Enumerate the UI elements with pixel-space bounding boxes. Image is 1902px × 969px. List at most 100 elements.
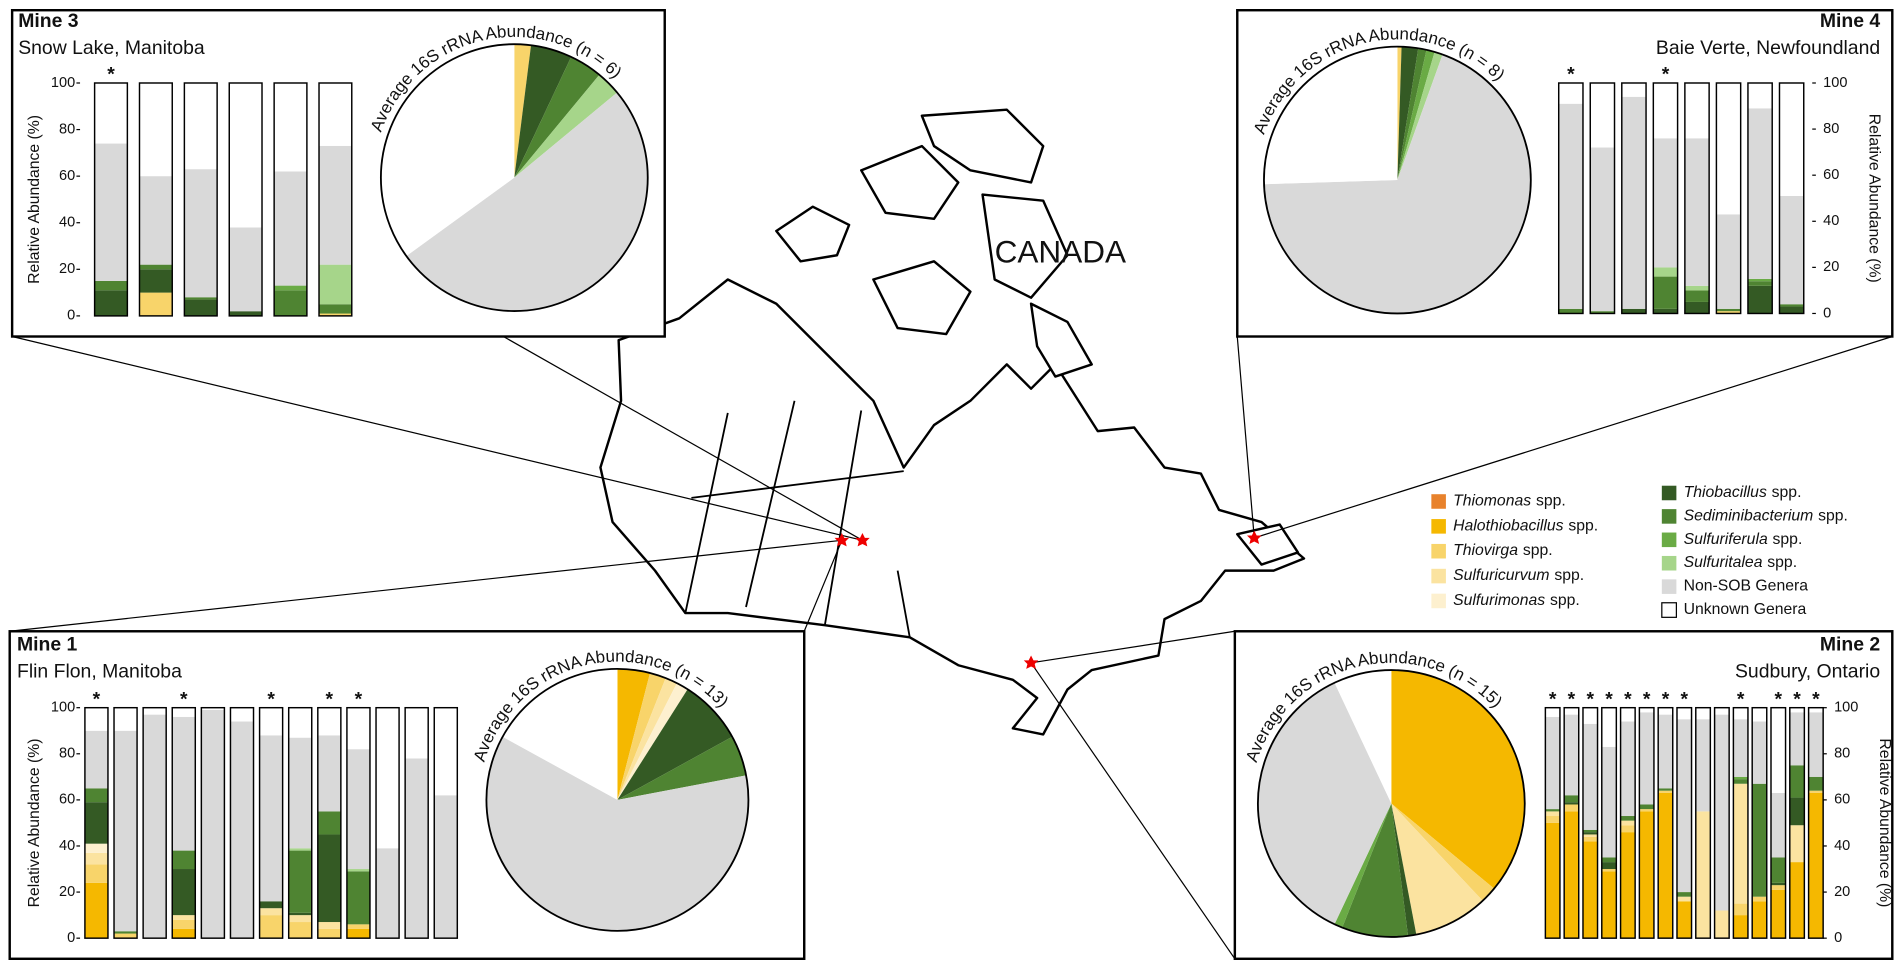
bar-segment [94,143,128,281]
bar-segment [1621,82,1647,97]
pie-slice [1397,46,1402,181]
legend-suffix: spp. [1767,554,1797,571]
bar-segment [172,716,196,851]
bar-segment [1779,304,1804,307]
legend-label: Sulfuritalea spp. [1684,554,1797,571]
bar-segment [1747,281,1773,286]
panel-subtitle: Sudbury, Ontario [1735,660,1880,682]
panel-title: Mine 1 [17,634,78,656]
bar-segment [405,758,429,939]
legend-label: Sulfuricurvum spp. [1453,567,1584,584]
bar-segment [172,919,196,929]
connectors [9,335,1893,960]
bar-segment [114,730,138,932]
bar-segment [1676,896,1692,902]
legend-suffix: spp. [1550,592,1580,609]
y-tick-label: 20 [1823,259,1839,275]
bar-frame [287,706,313,939]
bar-label: * [1549,688,1557,710]
bar-segment [1639,811,1654,939]
pie-slice [406,92,648,312]
bar-segment [346,707,370,750]
bar-segment [288,912,312,916]
bar-segment [1695,811,1711,939]
bar-segment [1808,776,1824,791]
legend-label: Thiovirga spp. [1453,542,1552,559]
bar-segment [1716,82,1741,215]
pie-slice [486,736,749,931]
bar-frame [1732,706,1749,939]
bar-segment [1620,825,1636,833]
panel-title: Mine 2 [1820,634,1880,656]
legend-swatch [1661,555,1677,571]
bar-label: * [93,688,101,710]
bar-frame [1807,706,1824,939]
bar-frame [1695,706,1712,939]
y-tick-label: 20 [59,261,75,277]
bar-segment [1716,311,1741,314]
bar-segment [1752,721,1767,784]
bar-frame [138,82,173,317]
bar-segment [288,737,312,849]
bar-segment [1658,790,1673,793]
bar-segment [1601,862,1617,870]
pie-slice [617,689,733,800]
bar-segment [1747,278,1773,282]
bar-segment [172,928,196,939]
bar-segment [1601,707,1617,747]
pie-outline [1263,45,1532,315]
bar-frame [258,706,284,939]
bar-segment [1545,707,1560,717]
bar-segment [319,313,352,316]
canada-map: CANADA [599,108,1306,736]
bar-label: * [107,64,115,86]
bar-segment [139,269,173,293]
bar-segment [229,82,263,228]
bar-segment [1545,816,1560,823]
panel-title: Mine 4 [1820,10,1881,32]
pie-slice [1397,48,1427,181]
pie-slice [1391,803,1495,901]
bar-segment [1564,811,1579,939]
legend-swatch [1431,568,1446,584]
bar-segment [319,304,352,314]
y-tick-label: 60 [1823,167,1839,183]
bar-segment [1545,716,1560,810]
bar-segment [1590,311,1615,314]
panel-title: Mine 3 [18,10,79,32]
panel-subtitle: Baie Verte, Newfoundland [1656,37,1880,59]
bar-segment [94,82,128,144]
bar-frame [1601,706,1618,939]
y-axis-label: Relative Abundance (%) [1865,114,1882,283]
mine-panel: Mine 1 Flin Flon, Manitoba 0 20 40 60 80 100 Rel… [8,630,806,960]
bar-segment [1601,869,1617,872]
bar-label: * [180,688,188,710]
bar-segment [1684,290,1710,302]
bar-segment [1658,707,1673,715]
bar-segment [1590,147,1615,312]
bar-frame [318,82,353,317]
bar-segment [1684,138,1710,286]
bar-segment [143,707,167,715]
bar-segment [84,802,108,844]
bar-segment [1789,712,1805,766]
bar-segment [229,311,263,316]
pie-slice [1334,803,1392,928]
bar-segment [317,707,341,736]
legend-swatch [1431,543,1446,559]
bar-segment [1653,276,1678,309]
pie-slice [617,672,666,800]
y-axis-label: Relative Abundance (%) [26,738,43,907]
bar-label: * [1662,688,1670,710]
bar-segment [201,709,225,939]
bar-segment [94,290,128,316]
bar-segment [376,848,400,939]
bar-segment [1770,885,1786,890]
pie-slice [1391,803,1483,935]
bar-segment [1714,714,1730,911]
bar-frame [113,706,138,939]
bar-segment [1733,783,1748,904]
map-label: CANADA [995,234,1126,270]
bar-segment [1770,882,1786,886]
bar-segment [172,850,196,870]
